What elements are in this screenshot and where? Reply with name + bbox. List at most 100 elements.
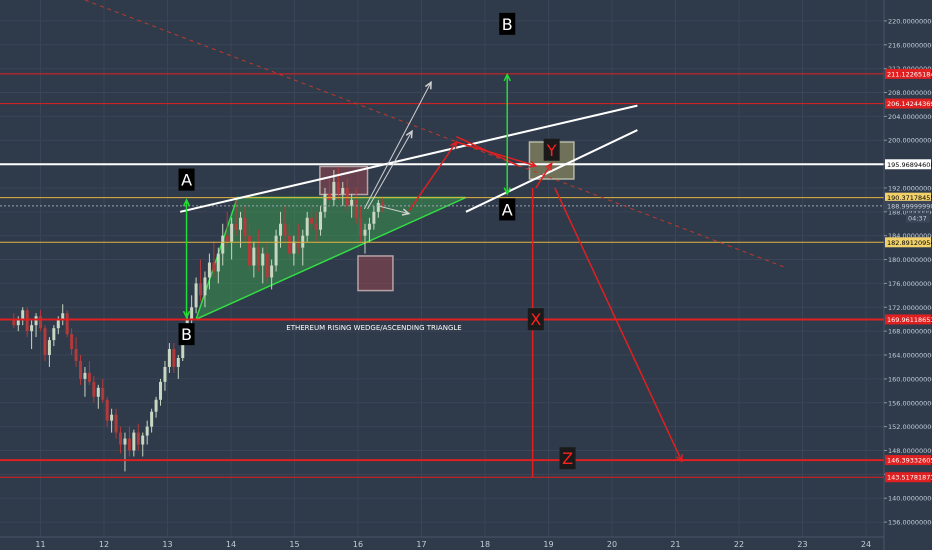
candle	[203, 277, 207, 296]
y-tick-label: 200.00000000	[888, 137, 932, 145]
x-tick-label: 19	[543, 540, 553, 549]
candle	[65, 313, 69, 335]
price-label: 206.14244369	[887, 100, 932, 108]
candle	[359, 217, 363, 236]
candle	[310, 217, 314, 224]
candle	[256, 247, 260, 266]
marker-label: Y	[546, 141, 557, 160]
y-tick-label: 172.00000000	[888, 304, 932, 312]
marker-label-box	[559, 447, 576, 470]
marker-label-box	[499, 198, 516, 221]
y-tick-label: 156.00000000	[888, 399, 932, 407]
y-tick-label: 208.00000000	[888, 89, 932, 97]
candle	[110, 414, 114, 421]
marker-label: X	[530, 310, 541, 329]
marker-label-box	[543, 138, 560, 161]
candle	[74, 349, 78, 361]
candle	[341, 187, 345, 194]
candle	[363, 229, 367, 236]
candle	[216, 253, 220, 272]
candle	[345, 187, 349, 206]
price-label-box	[885, 192, 931, 203]
price-label-box	[885, 472, 931, 483]
breakout-arrow-head	[401, 208, 411, 216]
y-tick-label: 176.00000000	[888, 280, 932, 288]
y-tick-label: 136.00000000	[888, 519, 932, 527]
breakout-arrow-head	[424, 80, 432, 90]
candle	[367, 223, 371, 230]
x-tick-label: 11	[35, 540, 45, 549]
candle	[145, 426, 149, 436]
candle	[101, 387, 105, 400]
price-label: 195.96894608	[887, 161, 932, 169]
candle	[21, 310, 25, 320]
y-tick-label: 216.00000000	[888, 41, 932, 49]
price-label-box	[885, 237, 931, 248]
candle	[56, 319, 60, 329]
candle	[279, 223, 283, 236]
candle	[127, 438, 131, 451]
y-tick-label: 180.00000000	[888, 256, 932, 264]
candle	[159, 381, 163, 400]
candle	[336, 181, 340, 194]
candle	[87, 372, 91, 382]
candle	[319, 211, 323, 230]
price-label-box	[885, 159, 931, 170]
candle	[252, 247, 256, 266]
candle	[301, 235, 305, 248]
candle	[132, 432, 136, 451]
x-tick-label: 12	[99, 540, 109, 549]
projection-arrow	[408, 141, 458, 212]
y-tick-label: 148.00000000	[888, 447, 932, 455]
y-tick-label: 160.00000000	[888, 375, 932, 383]
candle	[243, 217, 247, 236]
candle	[150, 411, 154, 427]
candle	[332, 181, 336, 200]
marker-label-box	[499, 12, 516, 35]
candle	[79, 360, 83, 379]
y-tick-label: 192.00000000	[888, 184, 932, 192]
price-label: 190.37178455	[887, 194, 932, 202]
candle	[70, 334, 74, 350]
x-tick-label: 20	[607, 540, 617, 549]
candle	[39, 316, 42, 329]
candle	[52, 328, 56, 341]
measured-move-arrow-head	[182, 198, 191, 207]
candle	[163, 366, 167, 382]
candle	[225, 235, 229, 242]
y-tick-label: 204.00000000	[888, 113, 932, 121]
wedge-upper-line	[179, 104, 638, 213]
candle	[350, 199, 354, 206]
x-tick-label: 16	[353, 540, 363, 549]
candle	[167, 349, 171, 367]
candle	[92, 381, 96, 397]
highlight-box	[357, 255, 394, 292]
candle	[136, 432, 140, 445]
breakout-arrow	[363, 82, 432, 210]
candle	[34, 316, 38, 326]
target-arrow-head	[675, 454, 683, 463]
candle	[207, 262, 211, 278]
candle	[287, 235, 291, 254]
projection-arrow-head	[528, 160, 538, 168]
y-tick-label: 140.00000000	[888, 495, 932, 503]
price-label-box	[906, 212, 930, 223]
chart-title: ETHEREUM RISING WEDGE/ASCENDING TRIANGLE	[286, 324, 461, 332]
marker-label-box	[178, 323, 195, 346]
candle	[283, 223, 287, 236]
marker-label-box	[178, 168, 195, 191]
candle	[30, 325, 34, 332]
candle	[381, 202, 385, 206]
measured-move-arrow-head	[503, 187, 511, 196]
price-label: 146.39332605	[887, 457, 932, 465]
candle	[354, 199, 358, 218]
price-label-box	[885, 455, 931, 466]
y-tick-label: 184.00000000	[888, 232, 932, 240]
candle	[270, 265, 274, 278]
candle	[12, 319, 16, 326]
candle	[123, 438, 127, 445]
projection-arrow	[535, 163, 553, 189]
wedge-lower-line	[465, 129, 638, 213]
